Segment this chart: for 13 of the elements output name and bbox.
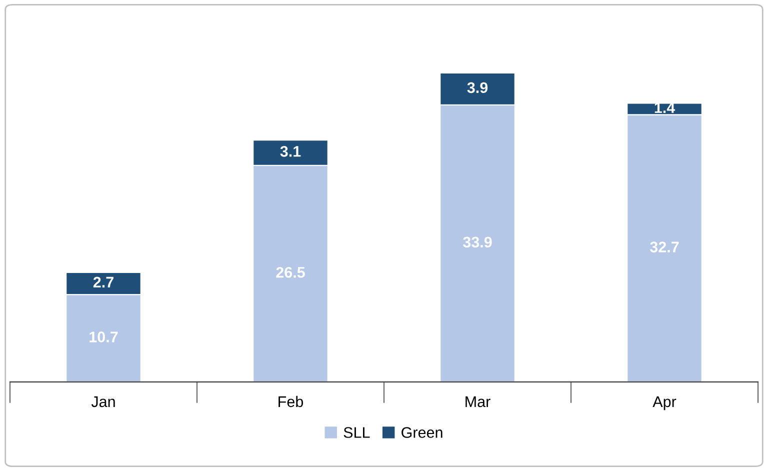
data-label: 10.7: [90, 332, 118, 342]
x-tick-label: Jan: [91, 396, 115, 408]
x-tick-label: Mar: [466, 396, 490, 408]
data-label: 3.9: [467, 82, 488, 94]
x-tick-label: Apr: [652, 396, 676, 410]
data-label: 26.5: [276, 266, 305, 278]
data-label: 3.1: [280, 146, 301, 157]
legend-label: SLL: [344, 427, 370, 438]
data-label: 2.7: [93, 276, 114, 288]
data-label: 33.9: [462, 236, 492, 248]
data-label: 32.7: [650, 242, 679, 252]
legend-label: Green: [402, 427, 442, 438]
x-tick-label: Feb: [278, 396, 304, 408]
